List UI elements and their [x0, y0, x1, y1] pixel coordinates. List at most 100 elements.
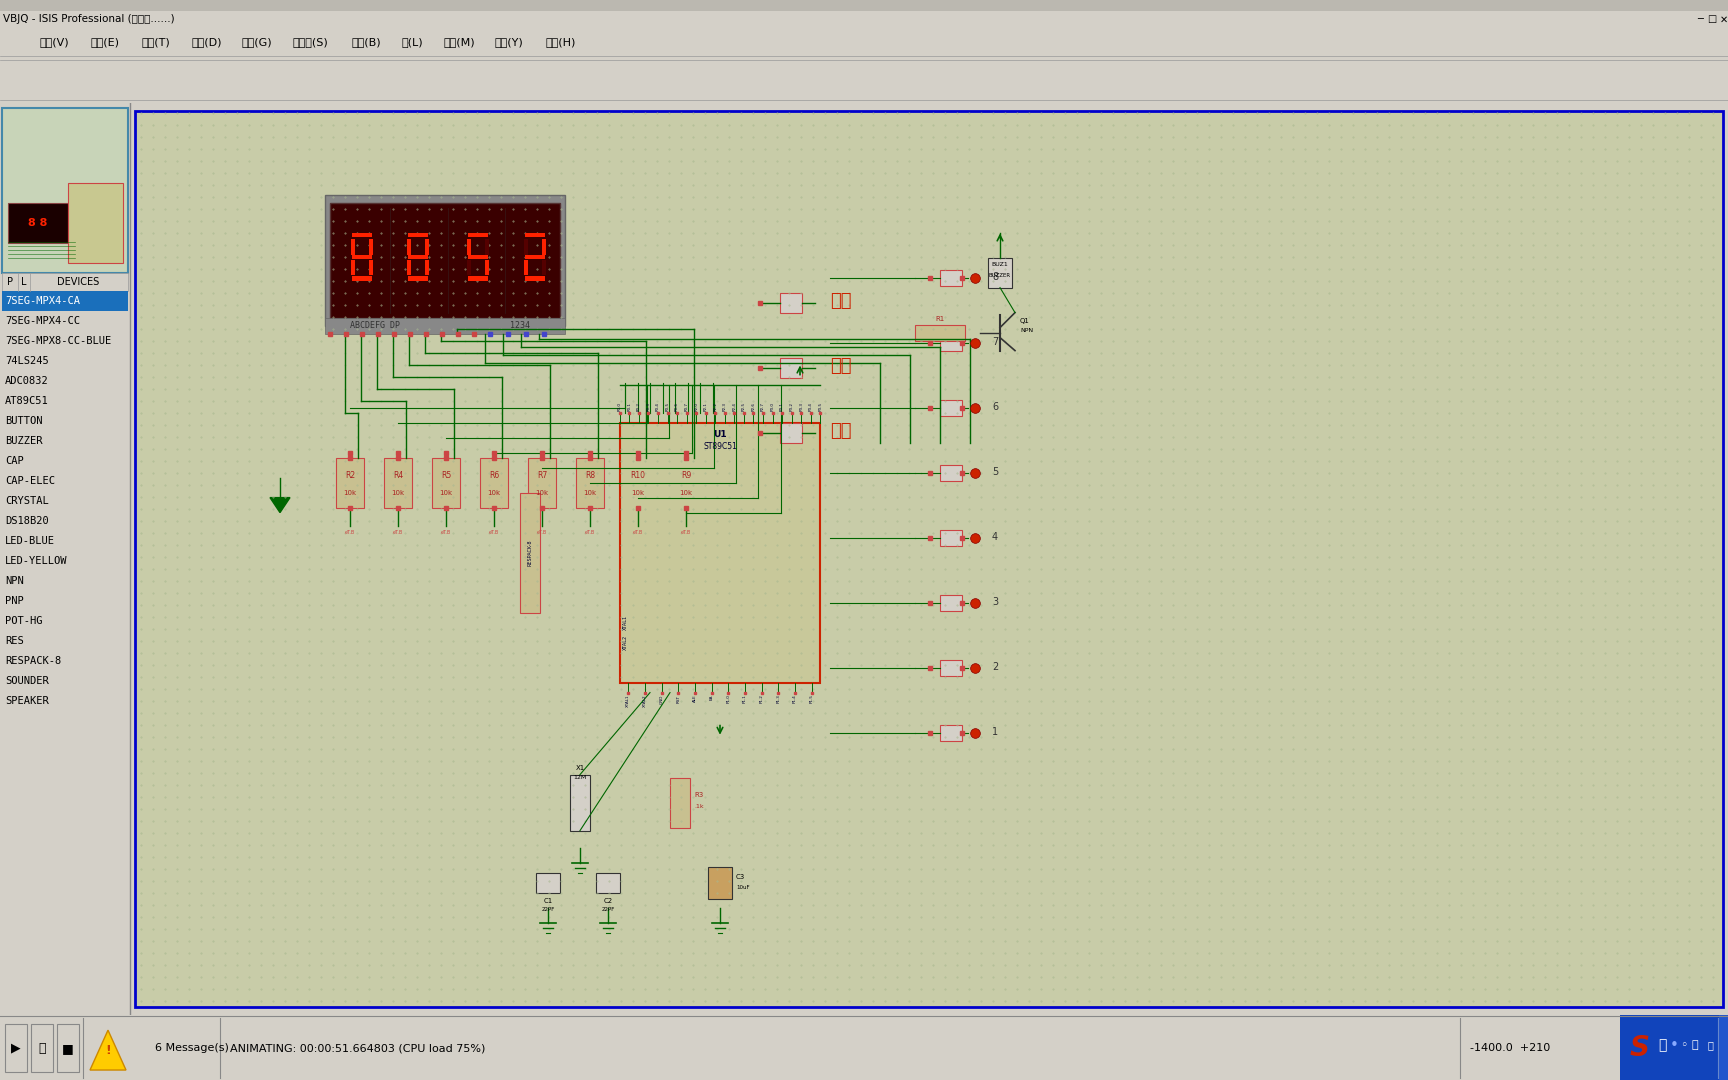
- Text: 5: 5: [992, 467, 999, 476]
- Text: 22PF: 22PF: [541, 907, 555, 913]
- Bar: [425, 259, 429, 275]
- Text: RESPACK-8: RESPACK-8: [527, 539, 532, 566]
- Text: R8: R8: [586, 471, 594, 480]
- Text: P0.2: P0.2: [638, 402, 641, 410]
- Text: 清除: 清除: [829, 421, 852, 440]
- Text: P2.0: P2.0: [695, 402, 698, 410]
- Bar: [670, 778, 689, 827]
- Text: ⏸: ⏸: [38, 1041, 45, 1054]
- Text: 12M: 12M: [574, 775, 586, 780]
- Text: 模板(M): 模板(M): [444, 37, 475, 48]
- Text: ST89C51: ST89C51: [703, 442, 736, 451]
- Text: P1.2: P1.2: [760, 694, 764, 703]
- Bar: [1719, 1015, 1728, 1080]
- Bar: [672, 458, 700, 508]
- Text: 开始: 开始: [829, 292, 852, 310]
- Text: P2.2: P2.2: [714, 402, 717, 410]
- Text: 10k: 10k: [392, 489, 404, 496]
- Text: P0.5: P0.5: [665, 402, 669, 410]
- Text: U1: U1: [714, 430, 727, 440]
- Text: 2: 2: [992, 662, 999, 672]
- Bar: [351, 239, 356, 255]
- Text: •: •: [1669, 1038, 1678, 1053]
- Bar: [570, 774, 589, 831]
- Bar: [5, 1024, 28, 1072]
- Text: 7: 7: [992, 337, 999, 347]
- Bar: [408, 259, 411, 275]
- Text: LED-BLUE: LED-BLUE: [5, 536, 55, 545]
- Text: eT.B: eT.B: [392, 530, 403, 535]
- Bar: [940, 400, 962, 416]
- Bar: [2, 272, 128, 291]
- Bar: [541, 259, 546, 275]
- Text: eT.B: eT.B: [681, 530, 691, 535]
- Bar: [0, 103, 130, 1015]
- Text: LED-YELLOW: LED-YELLOW: [5, 555, 67, 566]
- Text: 10k: 10k: [536, 489, 548, 496]
- Bar: [353, 276, 372, 281]
- Bar: [524, 239, 529, 255]
- Text: P0.6: P0.6: [676, 402, 679, 410]
- Bar: [940, 660, 962, 676]
- Bar: [335, 458, 365, 508]
- Bar: [779, 357, 802, 378]
- Text: P0.4: P0.4: [657, 402, 660, 410]
- Text: X1: X1: [575, 765, 584, 771]
- Text: 6 Message(s): 6 Message(s): [156, 1043, 228, 1053]
- Text: ANIMATING: 00:00:51.664803 (CPU load 75%): ANIMATING: 00:00:51.664803 (CPU load 75%…: [230, 1043, 486, 1053]
- Text: RST: RST: [676, 694, 681, 703]
- Bar: [325, 194, 565, 325]
- Bar: [940, 270, 962, 285]
- Bar: [467, 259, 472, 275]
- Bar: [2, 108, 128, 272]
- Bar: [536, 873, 560, 892]
- Text: 源代码(S): 源代码(S): [292, 37, 328, 48]
- Bar: [368, 239, 373, 255]
- Text: SPEAKER: SPEAKER: [5, 696, 48, 705]
- Text: eT.B: eT.B: [441, 530, 451, 535]
- Text: P: P: [7, 276, 14, 286]
- Bar: [9, 203, 67, 243]
- Text: 6: 6: [992, 402, 999, 411]
- Text: ADC0832: ADC0832: [5, 376, 48, 386]
- Bar: [353, 255, 372, 259]
- Text: 1: 1: [992, 727, 999, 737]
- Bar: [468, 233, 487, 237]
- Text: P3.2: P3.2: [790, 402, 793, 410]
- Text: XTAL2: XTAL2: [643, 694, 646, 707]
- Text: BUZZER: BUZZER: [988, 273, 1011, 278]
- Bar: [408, 239, 411, 255]
- Text: 绘图(G): 绘图(G): [242, 37, 273, 48]
- Bar: [408, 233, 427, 237]
- Text: EA: EA: [710, 694, 714, 700]
- Bar: [468, 255, 487, 259]
- Text: 🎙: 🎙: [1692, 1040, 1699, 1050]
- Text: ▶: ▶: [10, 1041, 21, 1054]
- Text: 帮助(H): 帮助(H): [544, 37, 575, 48]
- Text: C1: C1: [543, 897, 553, 904]
- Text: XTAL2: XTAL2: [624, 635, 627, 650]
- Bar: [67, 183, 123, 262]
- Text: P2.7: P2.7: [760, 402, 766, 410]
- Text: ◦: ◦: [1680, 1039, 1688, 1052]
- Polygon shape: [270, 498, 290, 513]
- Bar: [468, 276, 487, 281]
- Text: R7: R7: [537, 471, 548, 480]
- Bar: [596, 873, 620, 892]
- Text: .1k: .1k: [695, 805, 703, 809]
- Text: 22PF: 22PF: [601, 907, 615, 913]
- Polygon shape: [90, 1030, 126, 1070]
- Text: 4: 4: [992, 531, 999, 541]
- Text: 中: 中: [1657, 1038, 1666, 1052]
- Bar: [525, 276, 544, 281]
- Text: 74LS245: 74LS245: [5, 355, 48, 366]
- Text: P0.0: P0.0: [619, 402, 622, 410]
- Text: 编辑(E): 编辑(E): [90, 37, 119, 48]
- Bar: [31, 1024, 54, 1072]
- Bar: [940, 529, 962, 545]
- Bar: [325, 318, 565, 334]
- Text: R2: R2: [346, 471, 354, 480]
- Bar: [988, 258, 1013, 287]
- Bar: [486, 259, 489, 275]
- Text: 7SEG-MPX8-CC-BLUE: 7SEG-MPX8-CC-BLUE: [5, 336, 111, 346]
